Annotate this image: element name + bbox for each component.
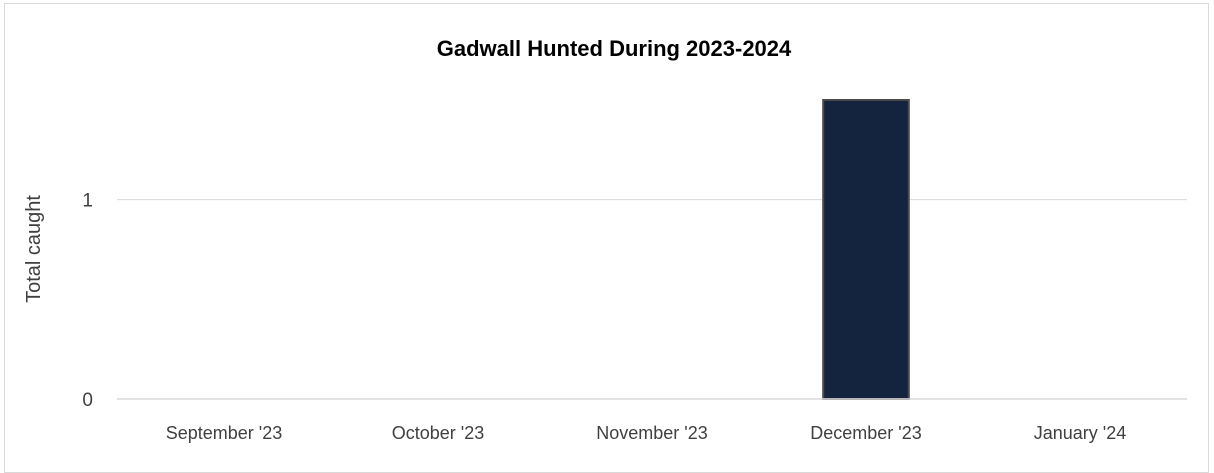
y-tick-label: 1 [82,191,93,212]
x-tick-label: September '23 [166,423,283,443]
y-axis-label: Total caught [23,195,45,303]
axes: 0 1 September '23 October '23 November '23 De… [82,191,1187,443]
bar-chart: Gadwall Hunted During 2023-2024 Total ca… [23,36,1187,443]
x-tick-label: January '24 [1034,423,1127,443]
bar [822,99,910,400]
chart-frame [4,3,1209,473]
x-tick-label: October '23 [392,423,485,443]
chart-title: Gadwall Hunted During 2023-2024 [437,36,792,61]
x-tick-label: December '23 [810,423,922,443]
bars [822,99,910,400]
y-tick-label: 0 [82,390,93,411]
x-tick-label: November '23 [596,423,708,443]
